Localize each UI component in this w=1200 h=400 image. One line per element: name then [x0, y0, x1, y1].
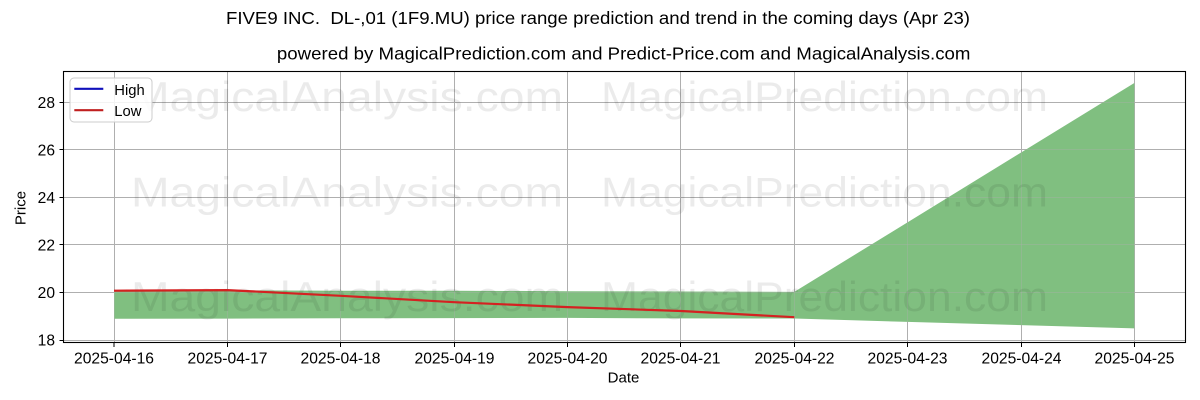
svg-text:2025-04-18: 2025-04-18	[301, 351, 381, 368]
svg-text:28: 28	[38, 95, 55, 112]
svg-text:2025-04-22: 2025-04-22	[755, 351, 835, 368]
svg-text:2025-04-19: 2025-04-19	[415, 351, 495, 368]
svg-text:2025-04-25: 2025-04-25	[1095, 351, 1175, 368]
svg-text:2025-04-23: 2025-04-23	[868, 351, 948, 368]
svg-text:Low: Low	[114, 104, 141, 120]
svg-text:26: 26	[38, 142, 55, 159]
svg-text:MagicalAnalysis.com: MagicalAnalysis.com	[131, 169, 563, 216]
svg-text:High: High	[114, 83, 144, 99]
svg-text:24: 24	[38, 190, 56, 207]
svg-text:2025-04-24: 2025-04-24	[982, 351, 1062, 368]
svg-text:MagicalPrediction.com: MagicalPrediction.com	[601, 169, 1048, 216]
svg-text:2025-04-21: 2025-04-21	[641, 351, 721, 368]
svg-text:powered by MagicalPrediction.c: powered by MagicalPrediction.com and Pre…	[277, 44, 971, 64]
svg-text:2025-04-16: 2025-04-16	[74, 351, 154, 368]
svg-text:Date: Date	[608, 370, 640, 387]
svg-text:FIVE9 INC. DL-,01 (1F9.MU) pr: FIVE9 INC. DL-,01 (1F9.MU) price range p…	[226, 8, 970, 28]
svg-text:22: 22	[38, 237, 55, 254]
svg-text:20: 20	[38, 285, 56, 302]
svg-text:MagicalPrediction.com: MagicalPrediction.com	[601, 73, 1048, 120]
svg-text:Price: Price	[13, 191, 30, 225]
svg-text:MagicalPrediction.com: MagicalPrediction.com	[601, 273, 1048, 320]
svg-text:2025-04-20: 2025-04-20	[528, 351, 608, 368]
svg-text:MagicalAnalysis.com: MagicalAnalysis.com	[131, 73, 563, 120]
svg-text:2025-04-17: 2025-04-17	[188, 351, 268, 368]
svg-text:18: 18	[38, 333, 55, 350]
